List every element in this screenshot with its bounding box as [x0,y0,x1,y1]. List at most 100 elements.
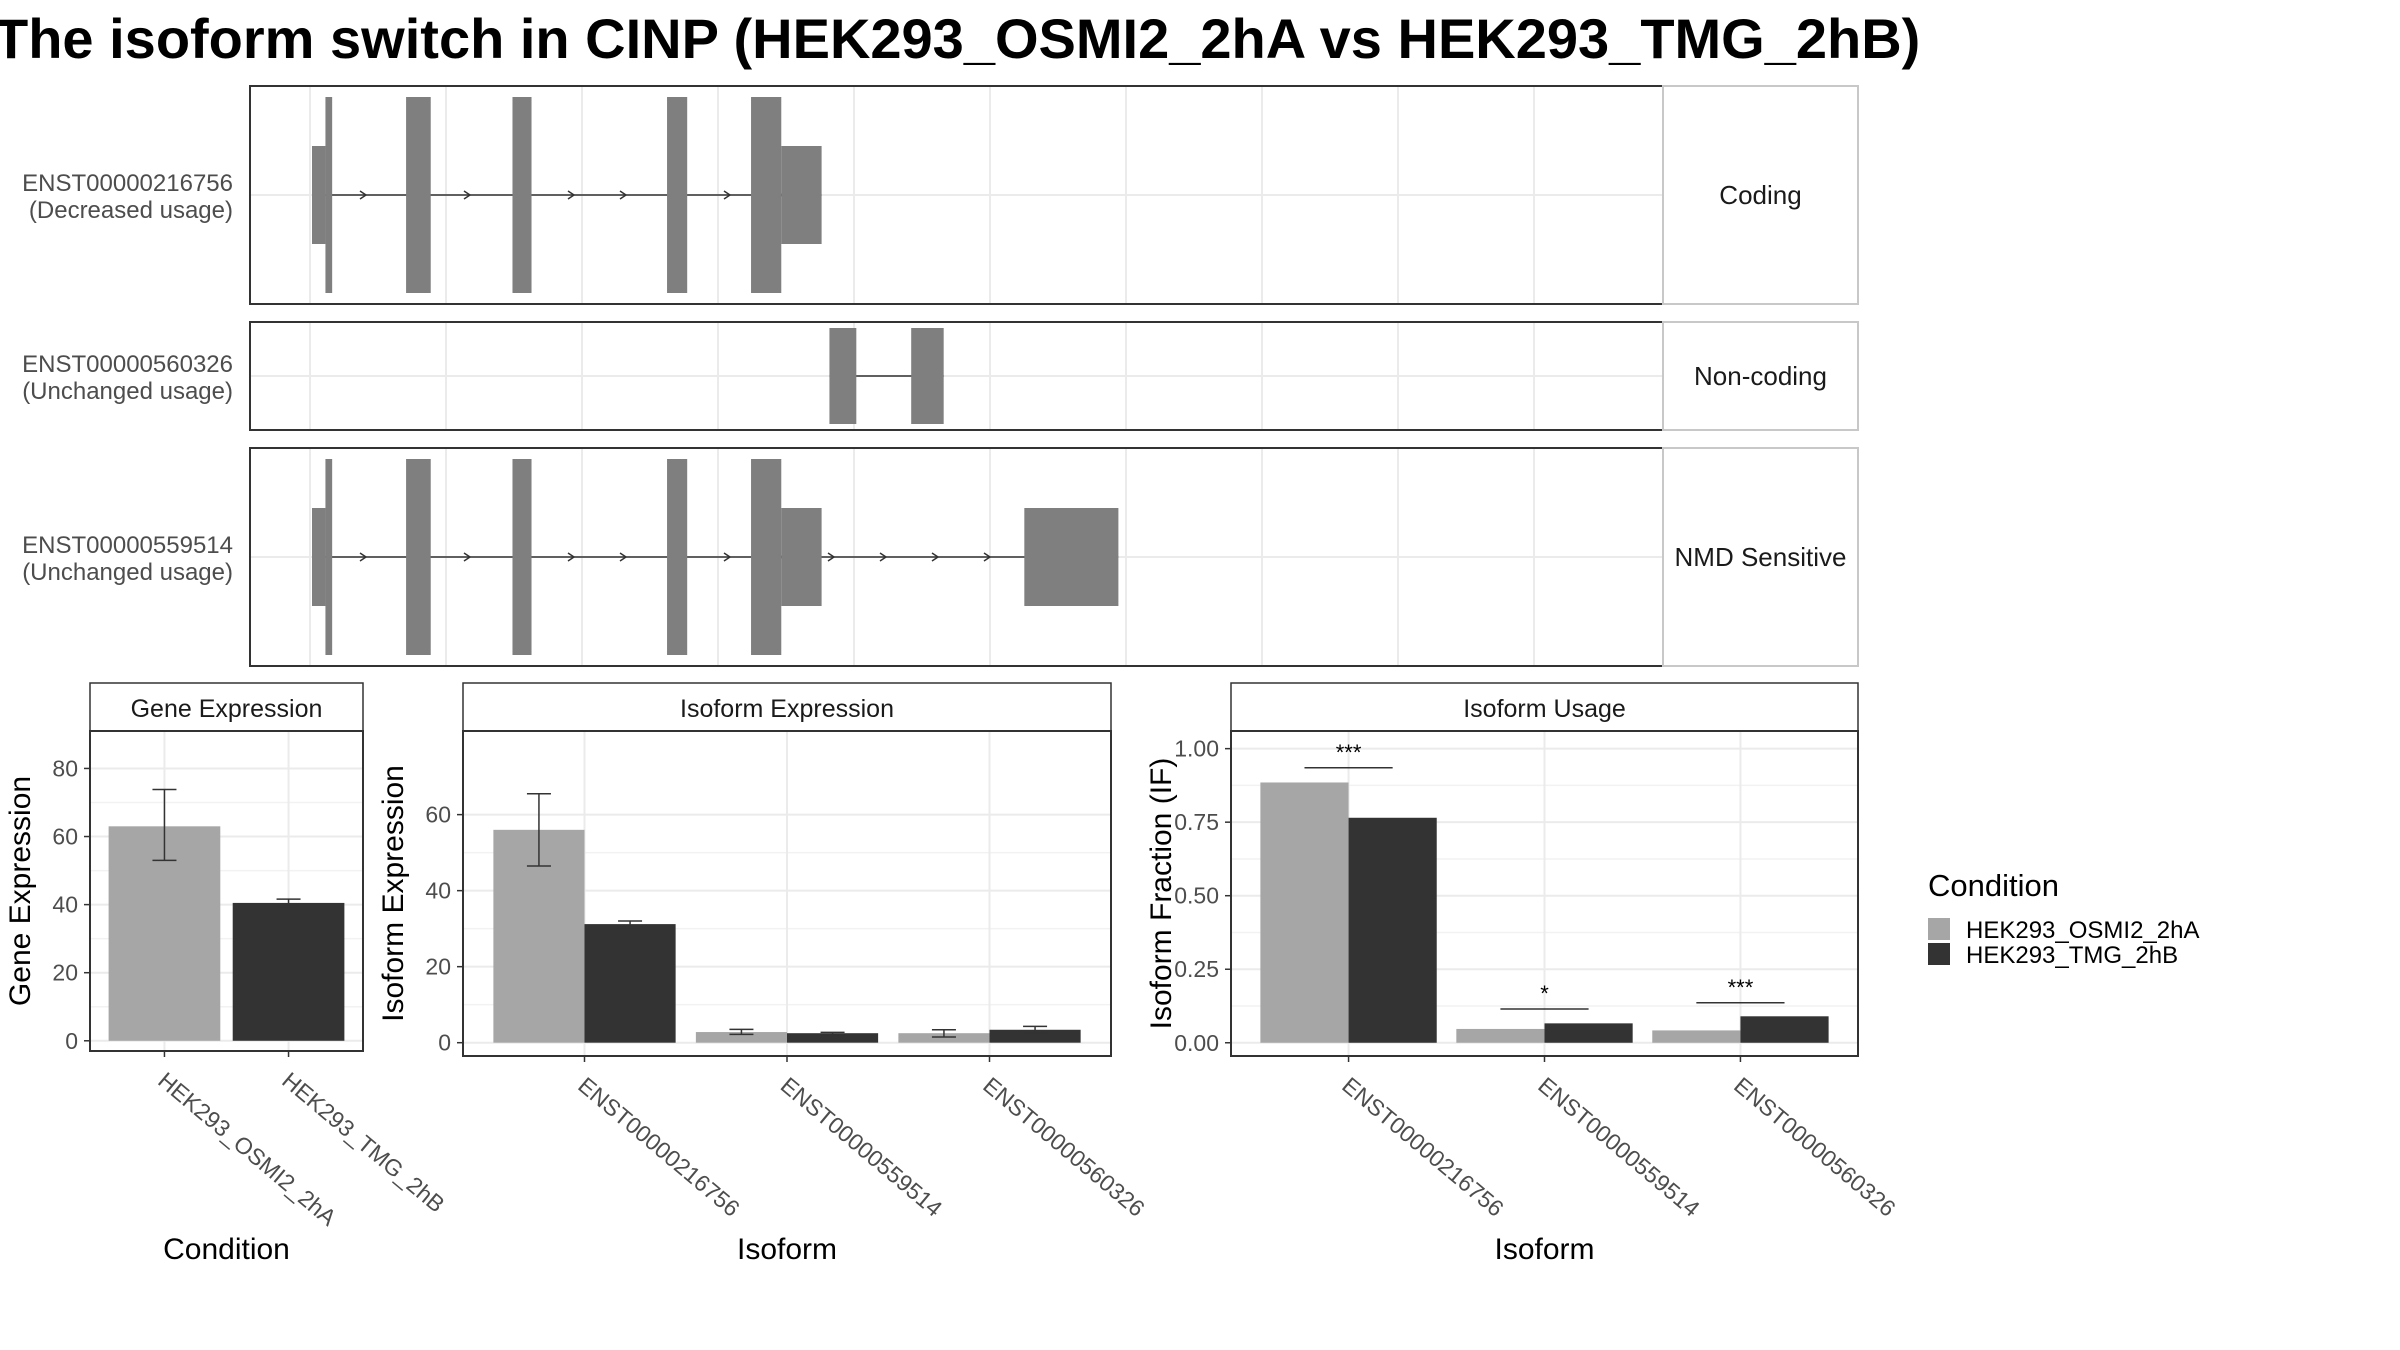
exon-block-3 [406,459,431,655]
x-tick-label: ENST00000560326 [1729,1072,1901,1222]
error-bar-hek293-tmg-2hb-enst00000559514 [820,1031,845,1036]
y-tick-label: 0.00 [1174,1030,1219,1056]
exon-block-8 [1024,508,1119,606]
y-axis-title: Isoform Fraction (IF) [1145,758,1178,1030]
error-bar-hek293-osmi2-2ha-enst00000559514 [729,1028,754,1036]
x-axis-title: Condition [163,1233,290,1266]
y-tick-label: 40 [52,892,78,918]
exon-block-2 [325,459,333,655]
exon-block-1 [312,508,326,606]
significance-label: * [1540,981,1549,1006]
y-axis-title: Isoform Expression [377,765,410,1022]
isoform-usage-label: (Decreased usage) [29,197,233,224]
intron-direction-arrow [931,552,940,562]
y-tick-label: 60 [425,802,451,828]
bar-chart-panels: Gene Expression020406080HEK293_OSMI2_2hA… [4,682,1901,1266]
significance-label: *** [1728,975,1754,1000]
exon-block-2 [911,328,944,424]
panel-strip [462,682,1112,732]
x-tick-label: ENST00000559514 [1533,1072,1705,1222]
x-tick-label: ENST00000560326 [978,1072,1150,1222]
y-tick-label: 20 [425,954,451,980]
intron-direction-arrow [463,552,472,562]
legend-label-condition-b: HEK293_TMG_2hB [1966,942,2178,969]
exon-block-6 [751,97,782,293]
category-strip [1662,321,1859,431]
exon-block-6 [751,459,782,655]
x-tick-label: ENST00000216756 [573,1072,745,1222]
bar-hek293-osmi2-2ha-enst00000559514 [1456,1028,1545,1043]
bar-hek293-osmi2-2ha-enst00000560326 [898,1033,990,1043]
bar-hek293-tmg-2hb-enst00000216756 [1348,817,1437,1043]
exon-block-2 [325,97,333,293]
bar-hek293-tmg-2hb [232,902,345,1041]
intron-direction-arrow [567,190,576,200]
bar-hek293-osmi2-2ha [108,826,221,1041]
isoform-track-ENST00000216756: ENST00000216756(Decreased usage) Coding [22,85,1859,305]
legend-swatch-condition-b [1928,943,1950,965]
isoform-structure-tracks: ENST00000216756(Decreased usage)CodingEN… [22,85,1859,667]
y-tick-label: 20 [52,960,78,986]
y-axis-title: Gene Expression [4,776,37,1006]
legend-label-condition-a: HEK293_OSMI2_2hA [1966,917,2199,944]
isoform-usage-label: (Unchanged usage) [22,378,233,405]
error-bar-hek293-osmi2-2ha-enst00000560326 [931,1029,956,1038]
y-tick-label: 0 [65,1028,78,1054]
intron-direction-arrow [983,552,992,562]
exon-block-5 [667,459,688,655]
x-tick-label: ENST00000559514 [776,1072,948,1222]
bar-hek293-tmg-2hb-enst00000560326 [1740,1016,1829,1043]
intron-direction-arrow [619,190,628,200]
y-tick-label: 80 [52,755,78,781]
intron-direction-arrow [619,552,628,562]
exon-block-1 [312,146,326,244]
exon-block-3 [406,97,431,293]
exon-block-5 [667,97,688,293]
significance-label: *** [1336,740,1362,765]
x-tick-label: ENST00000216756 [1337,1072,1509,1222]
intron-direction-arrow [827,552,836,562]
isoform-track-ENST00000560326: ENST00000560326(Unchanged usage) Non-codi… [22,321,1859,431]
panel-strip-label: Isoform Usage [1463,695,1626,723]
category-strip-label: NMD Sensitive [1675,542,1847,572]
panel-strip [1230,682,1859,732]
bar-hek293-tmg-2hb-enst00000216756 [584,924,676,1043]
intron-direction-arrow [463,190,472,200]
category-strip [1662,85,1859,305]
y-tick-label: 1.00 [1174,736,1219,762]
bar-hek293-osmi2-2ha-enst00000560326 [1652,1030,1741,1043]
y-tick-label: 0.75 [1174,809,1219,835]
bar-hek293-tmg-2hb-enst00000559514 [1544,1023,1633,1043]
legend-title: Condition [1928,868,2059,903]
exon-block-7 [781,508,822,606]
panel-strip [89,682,364,732]
category-strip [1662,447,1859,667]
bar-hek293-osmi2-2ha-enst00000559514 [695,1032,787,1043]
intron-direction-arrow [723,552,732,562]
error-bar-hek293-osmi2-2ha [152,788,177,862]
isoform-id-label: ENST00000216756 [22,170,233,197]
error-bar-hek293-tmg-2hb-enst00000216756 [618,920,643,929]
y-tick-label: 40 [425,878,451,904]
isoform-id-label: ENST00000560326 [22,351,233,378]
exon-block-4 [512,459,532,655]
category-strip-label: Non-coding [1694,361,1827,391]
isoform-usage-label: (Unchanged usage) [22,559,233,586]
error-bar-hek293-tmg-2hb-enst00000560326 [1023,1025,1048,1034]
exon-block-7 [781,146,822,244]
intron-direction-arrow [723,190,732,200]
isoform-track-ENST00000559514: ENST00000559514(Unchanged usage) NMD Sens… [22,447,1859,667]
isoform-id-label: ENST00000559514 [22,532,233,559]
x-axis-title: Isoform [1494,1233,1594,1266]
panel-strip-label: Gene Expression [131,695,323,723]
intron-direction-arrow [567,552,576,562]
y-tick-label: 0.50 [1174,883,1219,909]
intron-direction-arrow [359,190,368,200]
y-tick-label: 0 [438,1030,451,1056]
figure-title: The isoform switch in CINP (HEK293_OSMI2… [0,7,1920,70]
panel-border [89,730,364,1052]
category-strip-label: Coding [1719,180,1801,210]
legend-swatch-condition-a [1928,918,1950,940]
panel-isoform-usage: Isoform Usage**** ***0.000.250.500.751.00… [1145,682,1901,1266]
